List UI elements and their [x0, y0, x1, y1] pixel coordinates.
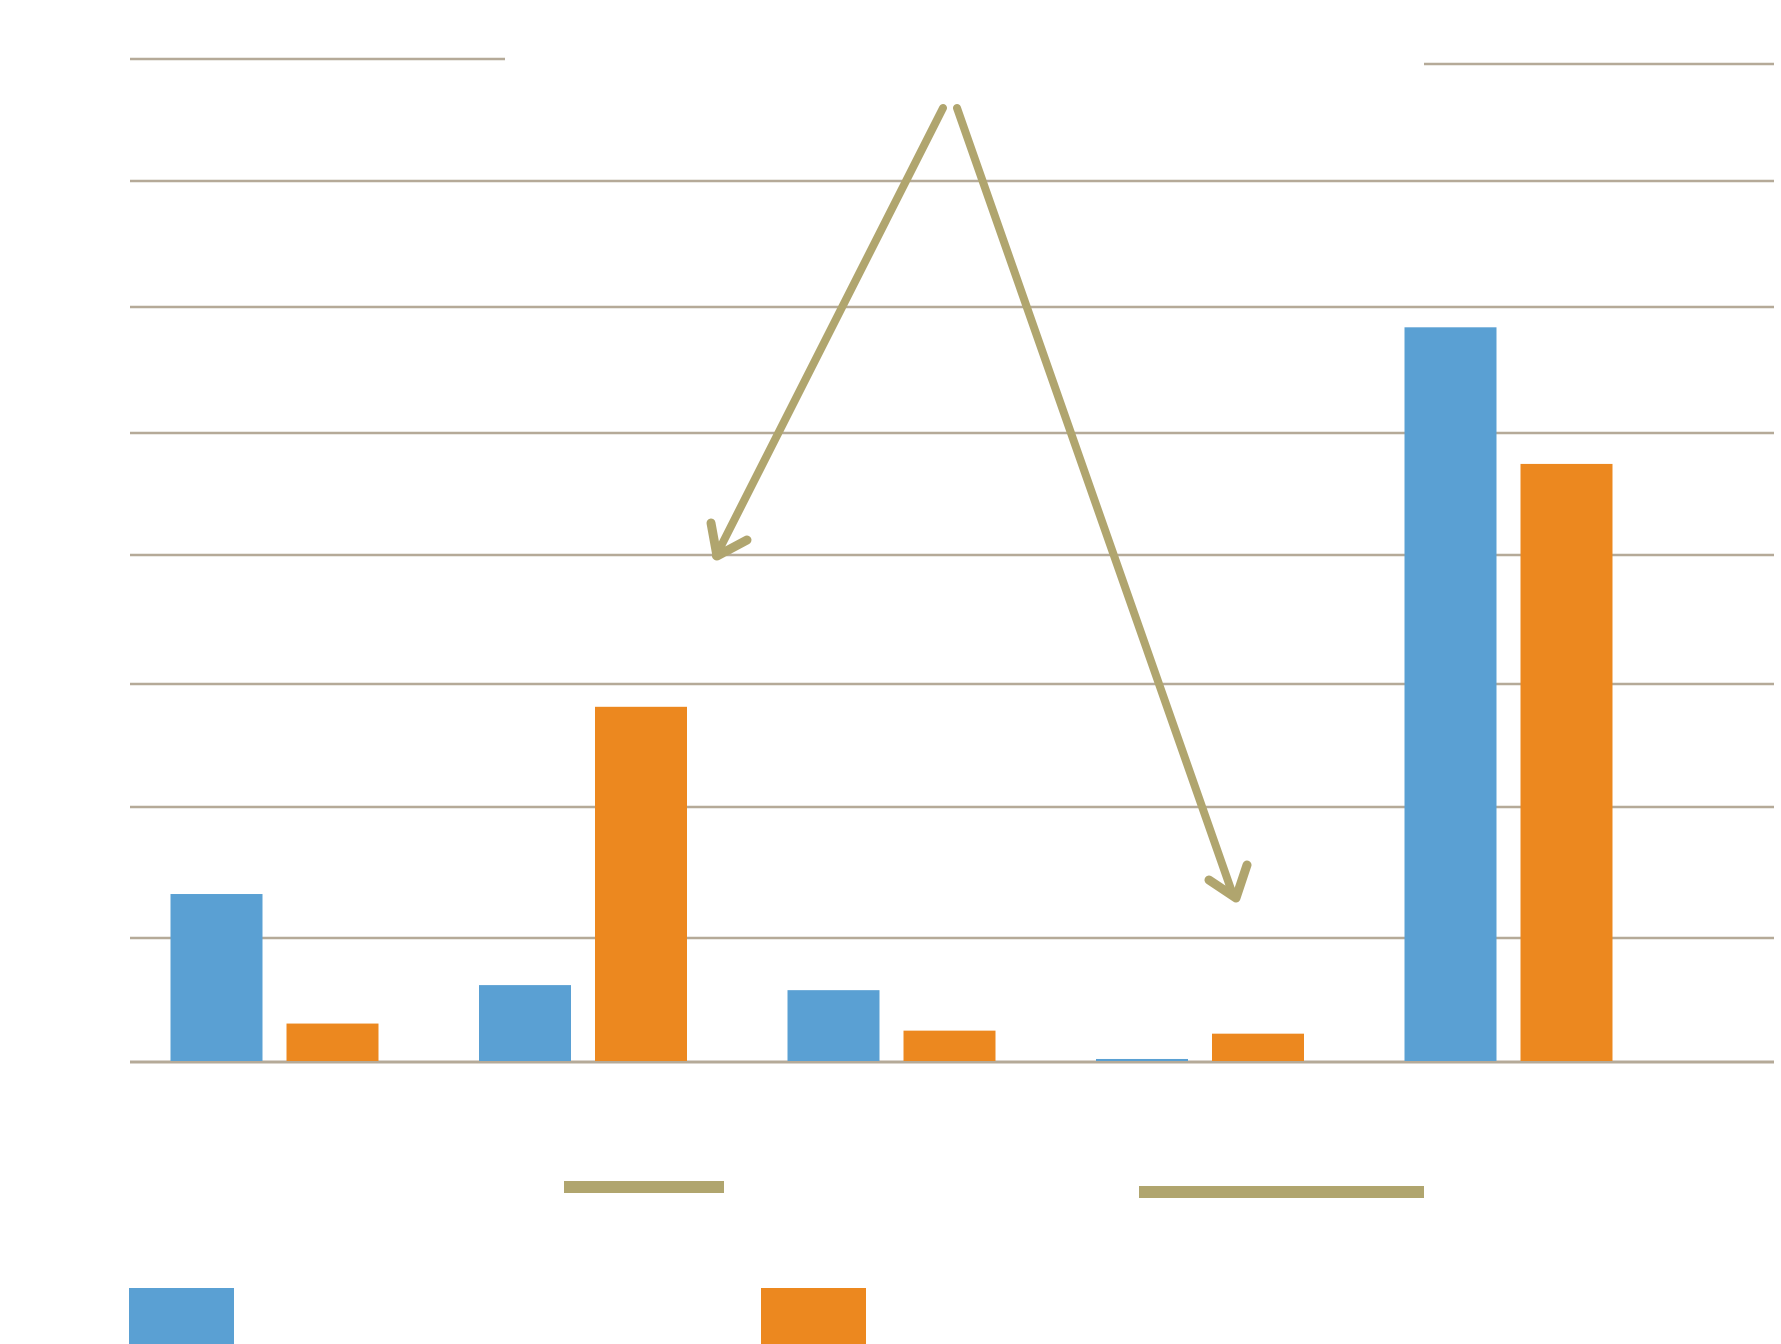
- bar-series-1-cat-3: [787, 990, 880, 1061]
- gridlines: [130, 179, 1774, 1064]
- bar-series-2-cat-4: [1212, 1033, 1304, 1061]
- annotation-arrow-right: [953, 104, 1237, 899]
- bar-series-1-cat-2: [479, 985, 571, 1061]
- category-label-placeholder: [564, 1181, 724, 1193]
- annotation-arrow-left: [712, 104, 947, 560]
- bar-series-2-cat-1: [286, 1023, 379, 1061]
- bar-series-1-cat-1: [170, 894, 263, 1061]
- redacted-text-bars: [130, 57, 1774, 1198]
- annotation-arrowhead-left: [706, 518, 752, 561]
- bar-series-1-cat-5: [1404, 327, 1497, 1061]
- bars: [170, 327, 1613, 1061]
- legend: [129, 1288, 866, 1344]
- legend-swatch-series-2: [761, 1288, 866, 1344]
- legend-swatch-series-1: [129, 1288, 234, 1344]
- bar-series-2-cat-2: [595, 706, 687, 1061]
- annotation-arrowhead-right: [1204, 860, 1252, 903]
- category-label-placeholder: [1139, 1186, 1424, 1198]
- bar-series-2-cat-5: [1520, 463, 1613, 1061]
- bar-series-1-cat-4: [1096, 1058, 1188, 1061]
- bar-series-2-cat-3: [903, 1030, 996, 1061]
- annotation-arrows: [706, 104, 1252, 903]
